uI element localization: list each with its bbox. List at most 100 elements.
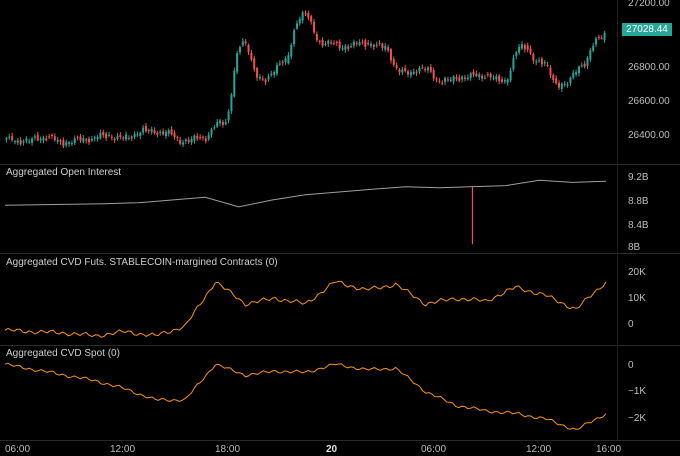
candle-body [478,74,481,78]
candle-body [444,77,447,82]
candle-body [401,69,404,73]
candle-body [418,68,421,72]
cvd-futures-tick: 10K [628,293,646,304]
time-label: 18:00 [215,444,240,455]
candle-body [31,138,34,143]
candle-body [520,44,523,49]
candle-body [538,60,541,62]
candle-body [432,70,435,79]
candle-body [595,38,598,45]
candle-body [535,61,538,63]
candle-body [207,134,210,140]
candle-body [464,77,467,79]
price-candles [5,10,606,149]
candle-body [196,135,199,139]
candle-body [113,138,116,141]
candle-body [216,121,219,127]
candle-body [182,142,185,145]
candle-body [378,42,381,44]
candle-body [281,61,284,63]
candle-body [370,43,373,46]
candle-body [144,126,147,131]
candle-body [555,78,558,84]
candle-body [88,138,91,143]
candle-body [201,136,204,138]
candle-body [523,44,526,50]
candle-body [603,32,606,40]
candle-body [76,136,79,138]
candle-body [358,42,361,45]
candle-body [187,139,190,143]
candle-body [295,23,298,29]
last-price-badge: 27028.44 [622,23,672,36]
candle-body [105,133,108,139]
price-tick: 26600.00 [628,96,670,107]
candle-body [395,65,398,68]
candle-body [352,41,355,46]
candle-body [361,41,364,43]
cvd-spot-tick: −2K [628,413,646,424]
time-label-day: 20 [326,444,338,455]
oi-tick: 9.2B [628,172,649,183]
oi-tick: 8B [628,242,641,253]
candle-body [563,83,566,86]
candle-body [458,77,461,81]
candle-body [549,67,552,76]
candle-body [449,79,452,81]
candle-body [350,46,353,48]
candle-body [392,59,395,65]
candle-body [586,57,589,66]
candle-body [501,79,504,82]
candle-body [42,137,45,141]
candle-body [33,136,36,138]
candle-body [219,120,222,124]
candle-body [509,70,512,81]
candle-body [179,139,182,144]
candle-body [321,40,324,46]
candle-body [546,64,549,67]
candle-body [62,140,65,147]
candle-body [364,40,367,47]
candle-body [330,42,333,44]
candle-body [164,131,167,136]
candle-body [150,128,153,133]
candle-body [426,67,429,71]
oi-tick: 8.4B [628,220,649,231]
candle-body [583,63,586,67]
candle-body [221,121,224,125]
candle-body [273,71,276,75]
candle-body [28,141,31,143]
candle-body [384,45,387,50]
candle-body [381,43,384,48]
candle-body [412,71,415,74]
candle-body [93,137,96,139]
candle-body [375,44,378,46]
candle-body [56,139,59,142]
candle-body [204,138,207,142]
candle-body [39,138,42,141]
candle-body [139,132,142,137]
candle-body [102,131,105,136]
candle-body [472,71,475,75]
candle-body [301,12,304,21]
candle-body [16,140,19,143]
candle-body [466,77,469,80]
time-label: 12:00 [110,444,135,455]
candle-body [68,142,71,144]
candle-body [53,136,56,141]
cvd-spot-tick: −1K [628,386,646,397]
candle-body [512,57,515,70]
candle-body [415,71,418,74]
candle-body [119,134,122,137]
candle-body [224,122,227,125]
candle-body [452,76,455,82]
candle-body [435,78,438,80]
candle-body [486,74,489,76]
cvd-futures-title: Aggregated CVD Futs. STABLECOIN-margined… [6,257,278,268]
candle-body [483,77,486,79]
candle-body [184,139,187,142]
candle-body [489,73,492,78]
candle-body [503,80,506,82]
candle-body [213,127,216,129]
